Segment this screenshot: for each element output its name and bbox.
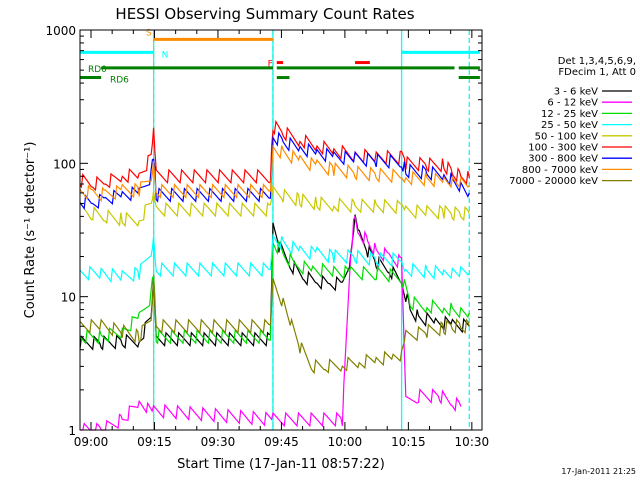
- y-axis-label: Count Rate (s⁻¹ detector⁻¹): [23, 142, 38, 319]
- series-line-0: [79, 214, 470, 351]
- series-line-3: [79, 233, 470, 284]
- x-tick-label-5: 10:15: [391, 435, 426, 449]
- flag-label-rd6: RD6: [110, 76, 129, 86]
- series-lines: [79, 119, 470, 431]
- series-line-7: [79, 144, 470, 203]
- legend-label-8: 7000 - 20000 keV: [509, 176, 598, 187]
- series-line-4: [79, 184, 470, 228]
- footer-timestamp: 17-Jan-2011 21:25: [561, 467, 636, 476]
- series-line-5: [79, 119, 470, 192]
- chart-title: HESSI Observing Summary Count Rates: [115, 5, 414, 23]
- flag-label-s: S: [146, 28, 152, 38]
- legend: Det 1,3,4,5,6,9,FDecim 1, Att 0 3 - 6 keV…: [509, 56, 636, 187]
- legend-label-0: 3 - 6 keV: [554, 87, 598, 98]
- series-line-6: [79, 131, 470, 210]
- legend-label-7: 800 - 7000 keV: [522, 165, 598, 176]
- series-line-2: [79, 239, 470, 345]
- y-tick-label-1: 10: [61, 291, 76, 305]
- flag-label-n: N: [162, 50, 169, 60]
- x-axis-label: Start Time (17-Jan-11 08:57:22): [177, 457, 385, 472]
- x-tick-label-0: 09:00: [74, 435, 109, 449]
- series-line-8: [79, 278, 470, 375]
- flag-label-f: F: [268, 60, 273, 70]
- x-tick-label-4: 10:00: [328, 435, 363, 449]
- x-tick-label-6: 10:30: [455, 435, 490, 449]
- legend-header-1: FDecim 1, Att 0: [558, 67, 636, 78]
- legend-label-5: 100 - 300 keV: [528, 143, 598, 154]
- legend-label-1: 6 - 12 keV: [547, 98, 598, 109]
- x-tick-label-2: 09:30: [201, 435, 236, 449]
- legend-header-0: Det 1,3,4,5,6,9,: [558, 56, 636, 67]
- legend-label-2: 12 - 25 keV: [541, 109, 598, 120]
- legend-label-3: 25 - 50 keV: [541, 120, 598, 131]
- legend-label-4: 50 - 100 keV: [535, 131, 599, 142]
- legend-label-6: 300 - 800 keV: [528, 154, 598, 165]
- y-tick-label-3: 1000: [45, 24, 76, 38]
- y-tick-label-2: 100: [53, 157, 76, 171]
- x-axis: 09:00 09:15 09:30 09:45 10:00 10:15 10:30: [74, 30, 489, 449]
- y-axis: 1 10 100 1000: [45, 24, 482, 438]
- x-tick-label-3: 09:45: [264, 435, 299, 449]
- y-tick-label-0: 1: [68, 424, 76, 438]
- flag-label-rd0: RD0: [88, 65, 107, 75]
- series-line-1: [80, 214, 462, 431]
- x-tick-label-1: 09:15: [137, 435, 172, 449]
